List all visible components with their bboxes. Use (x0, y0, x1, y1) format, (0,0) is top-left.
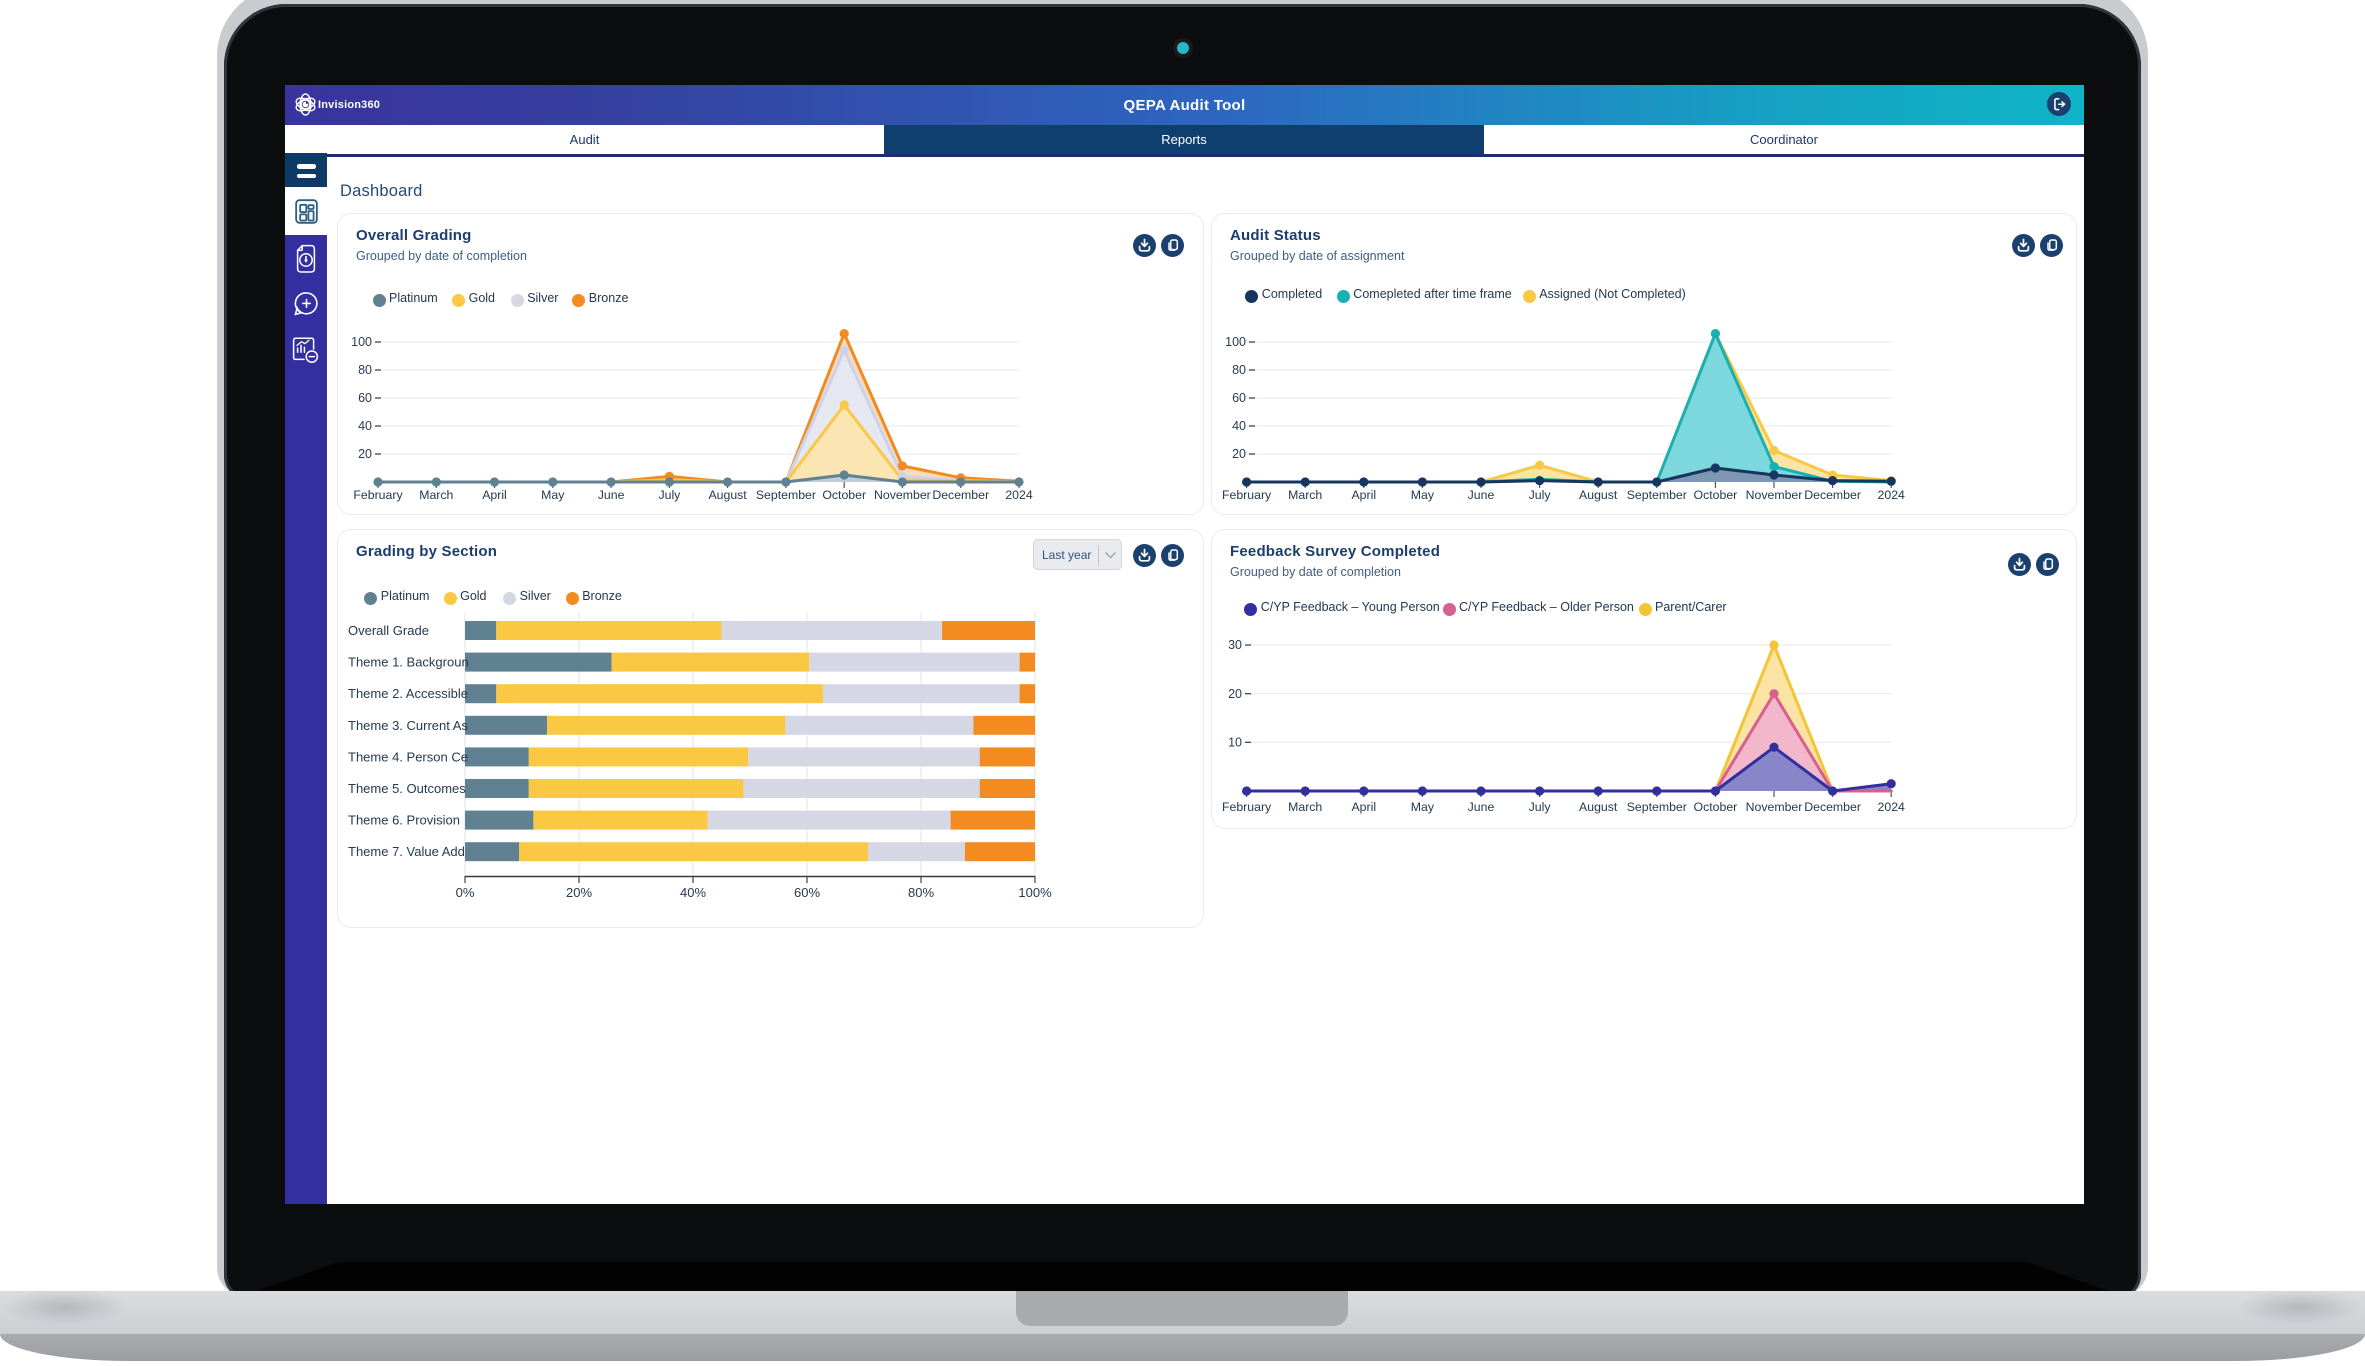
svg-text:20%: 20% (566, 885, 592, 900)
svg-text:60%: 60% (794, 885, 820, 900)
svg-text:2024: 2024 (1005, 488, 1033, 502)
svg-text:80%: 80% (908, 885, 934, 900)
svg-text:November: November (1746, 800, 1803, 814)
svg-text:June: June (1468, 800, 1495, 814)
svg-text:March: March (1288, 800, 1322, 814)
svg-text:0%: 0% (456, 885, 475, 900)
svg-text:10: 10 (1228, 736, 1242, 750)
svg-text:February: February (1222, 488, 1272, 502)
svg-text:80: 80 (1232, 363, 1246, 377)
svg-text:May: May (1411, 800, 1435, 814)
svg-text:March: March (1288, 488, 1322, 502)
svg-text:40: 40 (1232, 419, 1246, 433)
svg-text:2024: 2024 (1878, 488, 1906, 502)
svg-text:August: August (1579, 800, 1618, 814)
svg-text:October: October (1694, 488, 1738, 502)
svg-text:November: November (874, 488, 931, 502)
svg-text:April: April (1351, 800, 1376, 814)
svg-text:February: February (353, 488, 403, 502)
svg-text:September: September (1627, 800, 1687, 814)
svg-text:April: April (482, 488, 507, 502)
svg-text:20: 20 (358, 447, 372, 461)
svg-text:July: July (658, 488, 681, 502)
svg-text:Overall Grade: Overall Grade (348, 623, 429, 638)
svg-text:September: September (756, 488, 816, 502)
svg-text:October: October (1694, 800, 1738, 814)
svg-text:20: 20 (1228, 687, 1242, 701)
svg-text:30: 30 (1228, 638, 1242, 652)
svg-text:June: June (598, 488, 625, 502)
svg-text:March: March (419, 488, 453, 502)
svg-text:60: 60 (358, 391, 372, 405)
svg-text:October: October (822, 488, 866, 502)
svg-text:Theme 6. Provision: Theme 6. Provision (348, 813, 460, 828)
svg-text:100: 100 (351, 335, 372, 349)
svg-text:February: February (1222, 800, 1272, 814)
svg-text:60: 60 (1232, 391, 1246, 405)
svg-text:100: 100 (1225, 335, 1246, 349)
svg-text:December: December (932, 488, 989, 502)
svg-text:December: December (1804, 488, 1861, 502)
svg-text:November: November (1746, 488, 1803, 502)
svg-text:April: April (1351, 488, 1376, 502)
svg-text:July: July (1529, 488, 1552, 502)
svg-text:40%: 40% (680, 885, 706, 900)
svg-text:June: June (1468, 488, 1495, 502)
svg-text:Theme 7. Value Add: Theme 7. Value Add (348, 844, 465, 859)
svg-text:80: 80 (358, 363, 372, 377)
svg-text:Theme 2. Accessible: Theme 2. Accessible (348, 686, 468, 701)
svg-text:August: August (708, 488, 747, 502)
svg-text:20: 20 (1232, 447, 1246, 461)
svg-text:2024: 2024 (1878, 800, 1906, 814)
svg-text:Theme 4. Person Ce: Theme 4. Person Ce (348, 749, 468, 764)
svg-text:May: May (541, 488, 565, 502)
svg-text:August: August (1579, 488, 1618, 502)
svg-text:40: 40 (358, 419, 372, 433)
svg-text:100%: 100% (1018, 885, 1052, 900)
svg-text:Theme 3. Current As: Theme 3. Current As (348, 718, 468, 733)
svg-text:Theme 1. Backgroun: Theme 1. Backgroun (348, 655, 469, 670)
svg-text:July: July (1529, 800, 1552, 814)
svg-text:December: December (1804, 800, 1861, 814)
svg-text:Theme 5. Outcomes: Theme 5. Outcomes (348, 781, 466, 796)
svg-text:May: May (1411, 488, 1435, 502)
svg-text:September: September (1627, 488, 1687, 502)
